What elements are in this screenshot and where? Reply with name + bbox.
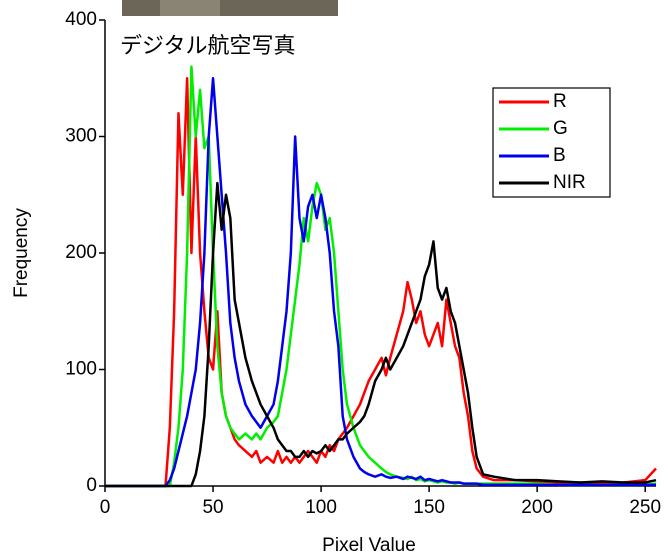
series-line bbox=[105, 77, 656, 488]
x-tick-label: 100 bbox=[305, 497, 337, 518]
legend-label: B bbox=[553, 145, 566, 166]
legend-label: NIR bbox=[553, 172, 586, 193]
legend-label: R bbox=[553, 91, 567, 112]
y-axis-label: Frequency bbox=[11, 208, 32, 298]
x-tick-label: 50 bbox=[202, 497, 223, 518]
x-tick-label: 150 bbox=[413, 497, 445, 518]
x-axis-label: Pixel Value bbox=[322, 535, 416, 556]
series-line bbox=[105, 181, 657, 488]
annotation: デジタル航空写真 bbox=[120, 33, 296, 58]
y-tick-label: 200 bbox=[65, 242, 97, 263]
y-tick-label: 100 bbox=[65, 359, 97, 380]
x-tick-label: 200 bbox=[521, 497, 553, 518]
x-tick-label: 0 bbox=[100, 497, 111, 518]
legend-label: G bbox=[553, 118, 568, 139]
aerial-photo-detail bbox=[160, 0, 220, 16]
legend-box bbox=[492, 87, 611, 198]
x-tick-label: 250 bbox=[629, 497, 661, 518]
y-tick-label: 300 bbox=[65, 126, 97, 147]
y-tick-label: 0 bbox=[86, 475, 97, 496]
aerial-photo bbox=[122, 0, 338, 16]
y-tick-label: 400 bbox=[65, 9, 97, 30]
